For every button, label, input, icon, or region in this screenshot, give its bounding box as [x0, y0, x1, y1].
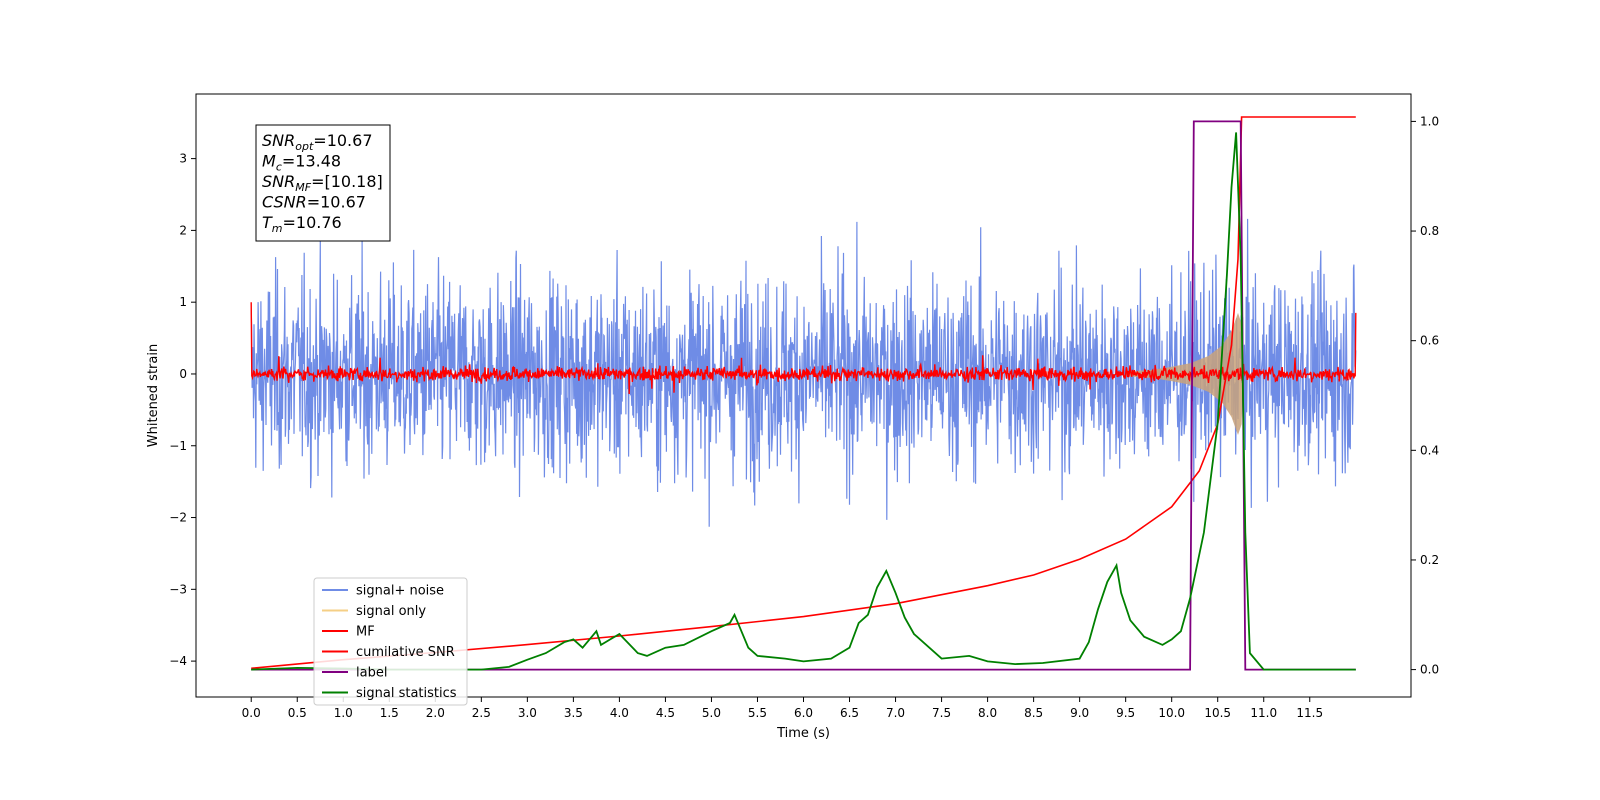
- legend: signal+ noise signal only MF cumilative SNR…: [313, 577, 468, 706]
- legend-label: signal only: [356, 604, 426, 619]
- signal-statistics-series: [251, 132, 1356, 671]
- x-tick-label: 10.5: [1204, 706, 1231, 720]
- x-tick-label: 6.0: [794, 706, 813, 720]
- x-tick-label: 0.5: [288, 706, 307, 720]
- info-line: Mc=13.48: [262, 152, 341, 174]
- y-tick-label-left: 1: [179, 295, 187, 309]
- x-tick-label: 7.5: [932, 706, 951, 720]
- y-tick-label-left: −3: [169, 582, 187, 596]
- x-tick-label: 4.0: [610, 706, 629, 720]
- y-tick-label-left: 2: [179, 223, 187, 237]
- info-line: SNRMF=[10.18]: [262, 172, 383, 194]
- x-tick-label: 11.0: [1250, 706, 1277, 720]
- signal-statistics-line: [251, 132, 1356, 671]
- x-axis-label: Time (s): [776, 726, 830, 741]
- x-tick-label: 1.5: [380, 706, 399, 720]
- x-tick-label: 8.5: [1024, 706, 1043, 720]
- x-tick-label: 4.5: [656, 706, 675, 720]
- x-tick-label: 1.0: [334, 706, 353, 720]
- y-tick-label-left: −2: [169, 511, 187, 525]
- x-tick-label: 9.0: [1070, 706, 1089, 720]
- x-tick-label: 2.0: [426, 706, 445, 720]
- x-tick-label: 3.5: [564, 706, 583, 720]
- legend-label: signal statistics: [356, 686, 457, 701]
- x-tick-label: 5.0: [702, 706, 721, 720]
- info-line: Tm=10.76: [262, 213, 342, 235]
- y-tick-label-right: 0.0: [1420, 663, 1439, 677]
- cumulative-snr-line: [251, 116, 1356, 670]
- x-tick-label: 3.0: [518, 706, 537, 720]
- legend-label: cumilative SNR: [356, 645, 455, 660]
- x-tick-label: 7.0: [886, 706, 905, 720]
- signal-noise-line: [250, 218, 1357, 527]
- cumulative-snr-series: [251, 116, 1356, 670]
- x-tick-label: 11.5: [1296, 706, 1323, 720]
- y-tick-label-right: 1.0: [1420, 114, 1439, 128]
- info-line: CSNR=10.67: [262, 193, 366, 212]
- y-tick-label-left: 3: [179, 152, 187, 166]
- mf-line: [250, 302, 1357, 395]
- x-tick-label: 6.5: [840, 706, 859, 720]
- x-tick-label: 8.0: [978, 706, 997, 720]
- y-tick-label-left: −1: [169, 439, 187, 453]
- parameter-info-box: SNRopt=10.67Mc=13.48SNRMF=[10.18]CSNR=10…: [255, 124, 391, 242]
- legend-label: MF: [356, 625, 375, 640]
- y-tick-label-right: 0.4: [1420, 443, 1439, 457]
- info-box-frame: [255, 124, 391, 242]
- x-axis: 0.0 0.5 1.0 1.5 2.0 2.5 3.0 3.5 4.0 4.5 5.0 5.5 6.0 6…: [242, 697, 1323, 720]
- y-axis-left: −4 −3 −2 −1 0 1 2 3: [169, 152, 196, 668]
- signal-noise-series: [250, 218, 1357, 527]
- y-tick-label-left: −4: [169, 654, 187, 668]
- x-tick-label: 0.0: [242, 706, 261, 720]
- y-tick-label-left: 0: [179, 367, 187, 381]
- x-tick-label: 5.5: [748, 706, 767, 720]
- y-axis-label: Whitened strain: [146, 344, 161, 447]
- legend-label: signal+ noise: [356, 584, 444, 599]
- x-tick-label: 9.5: [1116, 706, 1135, 720]
- legend-frame: [313, 577, 468, 706]
- info-line: SNRopt=10.67: [262, 131, 373, 153]
- y-axis-right: 0.0 0.2 0.4 0.6 0.8 1.0: [1411, 114, 1439, 677]
- x-tick-label: 10.0: [1158, 706, 1185, 720]
- x-tick-label: 2.5: [472, 706, 491, 720]
- legend-label: label: [356, 666, 387, 681]
- y-tick-label-right: 0.8: [1420, 224, 1439, 238]
- y-tick-label-right: 0.6: [1420, 334, 1439, 348]
- y-tick-label-right: 0.2: [1420, 553, 1439, 567]
- mf-series: [250, 302, 1357, 395]
